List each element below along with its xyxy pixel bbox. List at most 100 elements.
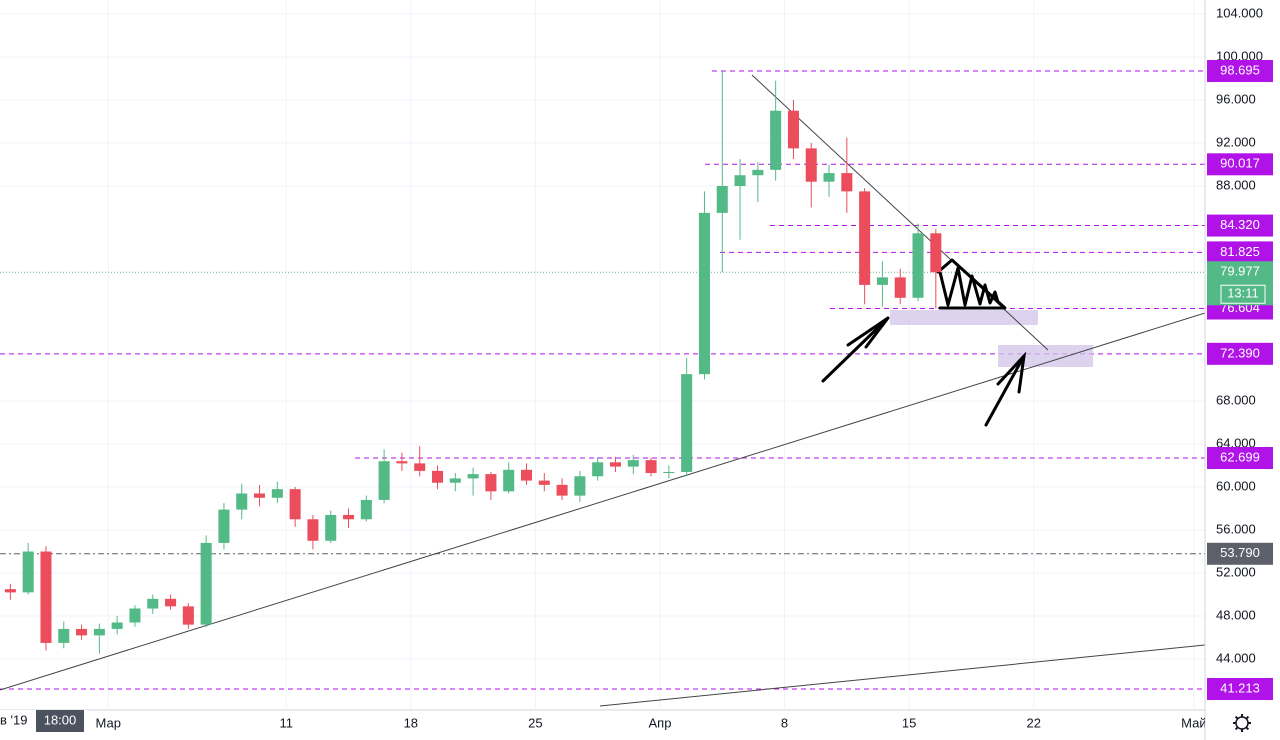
candle-body <box>609 462 621 467</box>
x-tick-label: Апр <box>648 715 671 730</box>
candle-body <box>147 598 159 609</box>
y-tick-label: 60.000 <box>1216 478 1256 493</box>
level-label-box <box>1207 342 1273 365</box>
price-axis <box>1205 0 1280 740</box>
triangle-sketch <box>936 258 1007 310</box>
candle-body <box>520 469 533 481</box>
y-tick-label: 100.000 <box>1216 48 1263 63</box>
y-tick-label: 92.000 <box>1216 134 1256 149</box>
candle-body <box>254 493 266 498</box>
cursor-time: 18:00 <box>44 712 77 727</box>
candle-body <box>716 185 728 213</box>
candle-body <box>859 191 871 285</box>
level-label: 72.390 <box>1220 345 1260 360</box>
level-label: 98.695 <box>1220 62 1260 77</box>
level-label-box <box>1207 60 1273 83</box>
candle-body <box>343 514 355 520</box>
x-tick-label: 8 <box>781 715 788 730</box>
grid <box>0 0 1205 710</box>
level-label-box <box>1207 214 1273 237</box>
countdown: 13:11 <box>1227 286 1259 301</box>
candle-body <box>556 484 568 496</box>
last-price-label: 79.977 <box>1220 264 1260 279</box>
candles <box>4 70 942 654</box>
candle-body <box>876 277 888 285</box>
candle-body <box>663 471 675 474</box>
y-tick-label: 52.000 <box>1216 564 1256 579</box>
settings-button[interactable] <box>1233 714 1251 732</box>
candle-body <box>770 110 782 170</box>
candle-body <box>307 519 319 541</box>
y-tick-label: 88.000 <box>1216 177 1256 192</box>
candle-body <box>396 461 408 464</box>
x-tick-label: 15 <box>902 715 916 730</box>
level-label-box <box>1207 678 1273 701</box>
candle-body <box>787 110 799 149</box>
x-tick-label: 18 <box>404 715 418 730</box>
level-label: 62.699 <box>1220 449 1260 464</box>
candle-body <box>40 551 52 643</box>
candle-body <box>574 476 586 496</box>
drawings <box>0 74 1205 707</box>
x-tick-label: 25 <box>528 715 542 730</box>
candle-body <box>930 233 942 273</box>
candle-body <box>165 598 177 607</box>
candle-body <box>805 148 817 182</box>
candle-body <box>894 277 906 298</box>
cursor-date: в '19 <box>0 712 27 727</box>
level-label: 81.825 <box>1220 244 1260 259</box>
arrow <box>821 316 890 383</box>
level-label-box <box>1207 241 1273 264</box>
level-label-box <box>1207 542 1273 565</box>
y-tick-label: 48.000 <box>1216 607 1256 622</box>
y-tick-label: 56.000 <box>1216 521 1256 536</box>
x-tick-label: 22 <box>1026 715 1040 730</box>
x-tick-label: Мар <box>96 715 121 730</box>
candle-body <box>22 551 34 593</box>
arrow <box>984 351 1027 427</box>
y-tick-label: 96.000 <box>1216 91 1256 106</box>
candle-body <box>734 175 746 186</box>
candle-body <box>503 469 515 492</box>
level-label: 84.320 <box>1220 217 1260 232</box>
zone-box <box>890 310 1038 325</box>
candle-body <box>698 212 710 375</box>
candle-body <box>182 606 194 625</box>
cursor-time-box <box>36 710 84 732</box>
candle-body <box>592 462 604 477</box>
level-label-box <box>1207 447 1273 470</box>
level-label: 41.213 <box>1220 680 1260 695</box>
candle-body <box>645 460 657 474</box>
level-label: 90.017 <box>1220 156 1260 171</box>
candle-body <box>627 460 639 467</box>
candle-body <box>111 622 123 629</box>
candle-body <box>912 233 924 298</box>
y-axis: 44.000 48.000 52.000 56.000 60.000 64.000 68.0… <box>1207 5 1273 701</box>
candle-body <box>218 509 230 543</box>
level-label: 53.790 <box>1220 545 1260 560</box>
candle-body <box>360 499 372 520</box>
y-tick-label: 104.000 <box>1216 5 1263 20</box>
candle-body <box>289 489 301 520</box>
x-axis: в '19 18:00 Мар 11 18 25 Апр 8 15 22 Май <box>0 710 1206 740</box>
candle-body <box>325 514 337 541</box>
countdown-box <box>1220 284 1266 304</box>
candle-body <box>4 589 16 593</box>
candle-body <box>58 628 70 643</box>
candle-body <box>200 542 212 625</box>
level-label-box <box>1207 153 1273 176</box>
x-tick-label: 11 <box>279 715 293 730</box>
x-tick-label: Май <box>1181 715 1206 730</box>
candle-body <box>431 470 444 483</box>
candle-body <box>414 463 426 471</box>
candle-body <box>449 478 461 483</box>
candle-body <box>76 628 88 636</box>
candle-body <box>93 628 105 636</box>
candle-body <box>378 461 390 500</box>
candle-body <box>823 173 835 182</box>
candle-body <box>752 169 764 176</box>
y-tick-label: 44.000 <box>1216 650 1256 665</box>
y-tick-label: 68.000 <box>1216 392 1256 407</box>
